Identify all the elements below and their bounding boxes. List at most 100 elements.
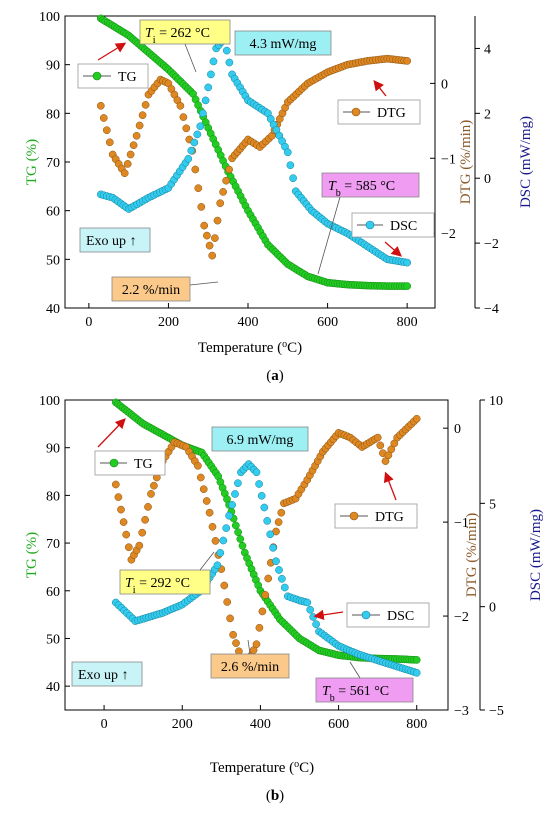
dtg-point [223,598,232,606]
arrow-tg-a [97,42,127,61]
dtg-point [226,614,234,623]
series-a [96,14,412,290]
tg-point [412,656,421,664]
pointer-rate-b [247,639,251,655]
dsc-point [187,146,196,155]
dtg-point [132,131,141,140]
dsc-point [196,122,205,131]
rate-box-b [210,653,290,679]
dtg-point [373,433,382,442]
exo-box-a [79,227,151,253]
tg-axis-label-b: TG (%) [24,532,40,578]
dtg-point [252,640,261,649]
peak-box-b [211,426,309,452]
dtg-point [208,522,217,531]
dsc-point [193,130,202,139]
tg-tick-label: 40 [46,680,60,695]
dtg-point [197,203,206,211]
dsc-tick-label: −5 [489,704,504,719]
legend-tg-text-a: TG [118,70,137,85]
dsc-axis-label-a: DSC (mW/mg) [518,116,534,208]
pointer-tb-a [317,196,341,275]
tg-point [236,535,245,543]
dtg-axis-label-a: DTG (%/min) [458,120,474,205]
dtg-point [208,251,217,260]
x-axis-label-a: Temperature (oC) [198,339,302,357]
series-b [111,398,421,677]
dtg-point [191,165,200,174]
dtg-point [200,221,209,230]
dtg-tick-label: −1 [441,152,456,167]
panel-a: 0 200 400 600 800 40 50 60 70 80 90 100 −2 −1 0 −4 −2 0 2 4… [24,10,534,384]
dtg-point [264,574,273,583]
dtg-point [403,57,412,65]
dtg-point [141,101,150,109]
dtg-point [220,581,229,590]
plot-frame-b [64,399,449,711]
dsc-point [283,148,292,157]
dsc-point [201,96,210,105]
x-tick-label: 400 [238,315,259,330]
dsc-tick-label: −4 [484,302,499,317]
dtg-point [179,113,188,121]
dsc-point [234,479,242,488]
dtg-point [194,184,203,193]
arrow-dsc-b [313,609,344,621]
tb-label-b: Tb = 561 °C [322,684,389,704]
peak-box-a [234,30,332,56]
dtg-point [144,503,152,511]
dsc-point [312,620,320,629]
tg-point [231,521,240,530]
dsc-point [286,161,295,170]
x-tick-label: 0 [85,315,92,330]
rate-box-a [111,276,191,302]
dsc-tick-label: 0 [489,601,496,616]
dtg-point [124,543,133,552]
legend-tg-text-b: TG [134,457,153,472]
tg-point [238,541,247,550]
tg-tick-label: 40 [46,302,60,317]
peak-label-a: 4.3 mW/mg [250,37,317,52]
dtg-point [219,188,227,196]
ti-label-a: Ti = 262 °C [145,26,210,46]
series-dsc-a [96,34,412,267]
dtg-point [205,508,214,517]
dsc-point [269,543,277,552]
dtg-point [232,639,240,647]
tg-tick-label: 50 [46,632,60,647]
dsc-point [260,503,269,512]
dtg-point [412,414,421,423]
dtg-point [182,124,191,133]
dtg-point [199,485,208,494]
dtg-point [122,530,131,539]
x-tick-label: 0 [101,717,108,732]
peak-label-b: 6.9 mW/mg [227,433,294,448]
dtg-point [99,114,108,122]
dsc-point [289,174,297,183]
exo-label-b: Exo up ↑ [78,668,129,683]
dtg-point [222,176,230,185]
x-axis-label-b: Temperature (oC) [210,759,314,777]
rate-label-a: 2.2 %/min [122,283,180,298]
dtg-point [176,101,185,110]
dtg-point [202,497,211,505]
tb-box-b [315,677,414,703]
dtg-tick-label: −2 [441,227,456,242]
dsc-point [303,598,312,607]
tg-tick-label: 70 [46,156,60,171]
dsc-point [204,83,213,92]
dtg-point [225,165,233,174]
x-tick-label: 200 [158,315,179,330]
dtg-point [277,508,286,517]
dsc-tick-label: 10 [489,394,503,409]
dsc-point [255,480,263,488]
dtg-point [261,591,270,599]
exo-box-b [71,661,143,687]
dtg-tick-label: −3 [454,704,469,719]
dsc-point [225,58,234,67]
axis-ticks-a: 0 200 400 600 800 40 50 60 70 80 90 100 −2 −1 0 −4 −2 0 2 4 [39,10,499,330]
ti-box-b [119,569,211,595]
dsc-point [225,511,233,520]
legend-dsc-text-a: DSC [390,219,417,234]
tg-tick-label: 60 [46,205,60,220]
